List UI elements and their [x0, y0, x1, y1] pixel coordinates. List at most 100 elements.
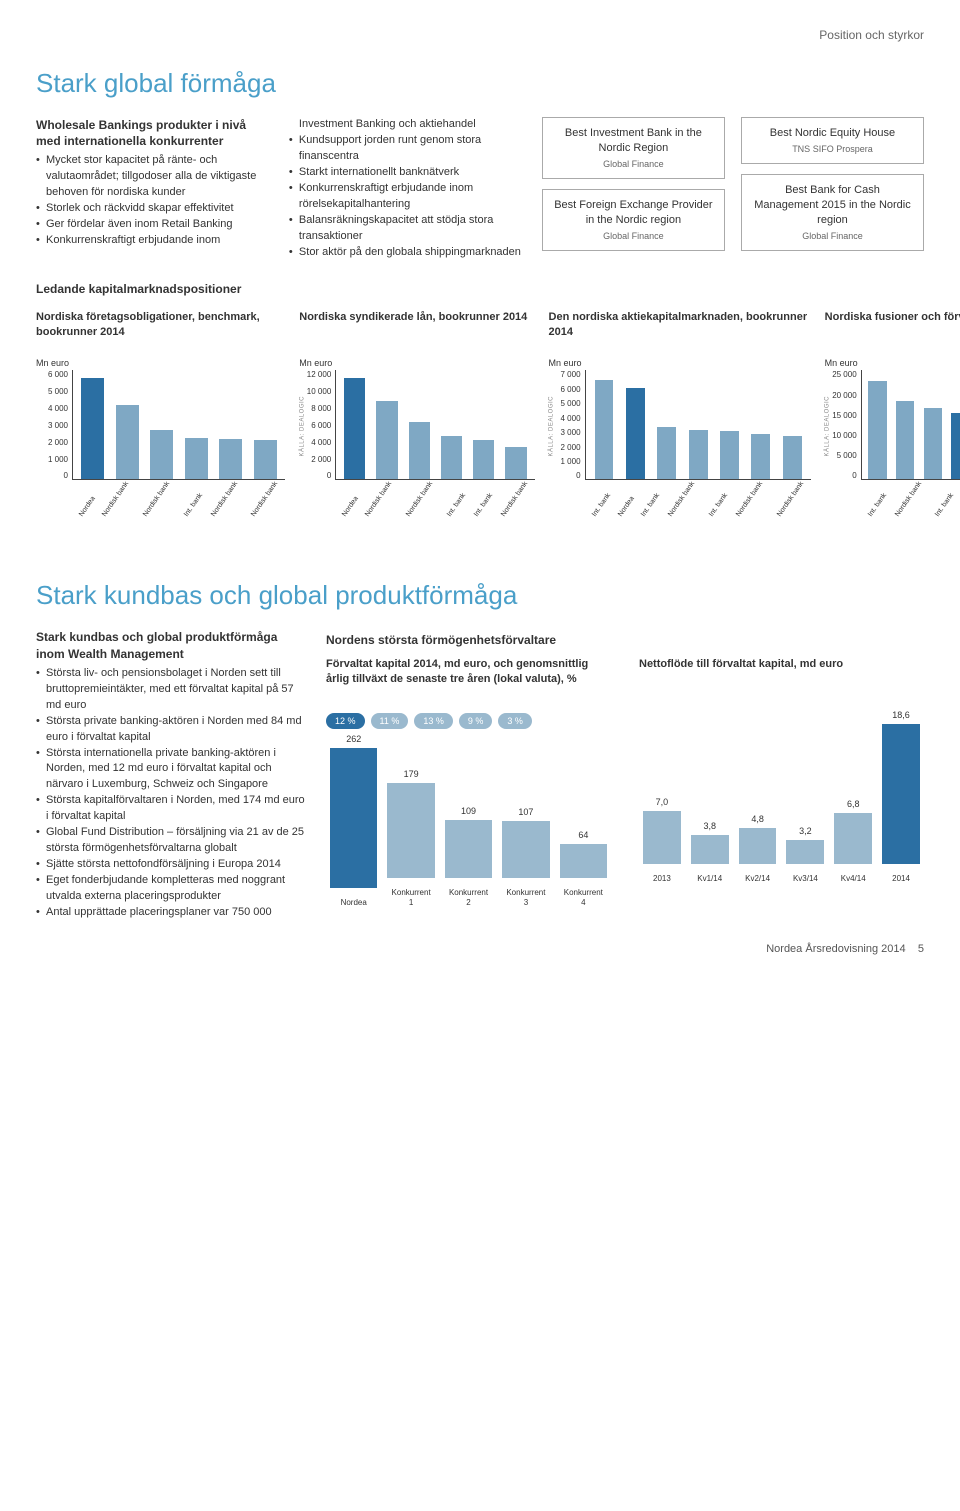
list-item: Eget fonderbjudande kompletteras med nog… [36, 873, 306, 905]
award-source: Global Finance [553, 230, 714, 242]
bar-wrap: 18,62014 [882, 710, 920, 884]
chart-col: Nordiska fusioner och förvärv, 2014 Mn e… [825, 310, 960, 550]
chart-title: Nordiska syndikerade lån, bookrunner 201… [299, 310, 534, 352]
section1-body: Wholesale Bankings produkter i nivå med … [36, 117, 924, 260]
bar-wrap: 6,8 Kv4/14 [834, 799, 872, 884]
lead-title: Ledande kapitalmarknadspositioner [36, 282, 924, 296]
bar-value: 7,0 [656, 797, 669, 807]
list-item: Största private banking-aktören i Norden… [36, 714, 306, 746]
chart-a: Förvaltat kapital 2014, md euro, och gen… [326, 657, 611, 907]
bar-wrap: 3,2 Kv3/14 [786, 826, 824, 884]
award-box: Best Foreign Exchange Provider in the No… [542, 189, 725, 251]
list-item: Sjätte största nettofondförsäljning i Eu… [36, 857, 306, 873]
bar [720, 431, 739, 479]
bar [595, 380, 614, 480]
growth-pill: 13 % [414, 713, 453, 729]
bar [691, 835, 729, 864]
award-title: Best Bank for Cash Management 2015 in th… [752, 183, 913, 228]
bar-wrap: 7,02013 [643, 797, 681, 883]
list-item: Starkt internationellt banknätverk [289, 165, 526, 181]
footer: Nordea Årsredovisning 2014 5 [36, 943, 924, 955]
list-item: Ger fördelar även inom Retail Banking [36, 217, 273, 233]
growth-pill: 12 % [326, 713, 365, 729]
bar [387, 783, 434, 879]
awards-col-right: Best Nordic Equity HouseTNS SIFO Prosper… [741, 117, 924, 260]
chart-unit: Mn euro [299, 358, 534, 368]
bar [896, 401, 914, 479]
growth-pill: 3 % [498, 713, 532, 729]
growth-pill: 11 % [371, 713, 409, 729]
award-title: Best Nordic Equity House [752, 126, 913, 141]
bar-value: 3,2 [799, 826, 812, 836]
list-item: Global Fund Distribution – försäljning v… [36, 825, 306, 857]
bar [882, 724, 920, 864]
chart-col: Nordiska företags­obligationer, benchmar… [36, 310, 285, 550]
left-list: Största liv- och pensionsbolaget i Norde… [36, 666, 306, 921]
award-title: Best Foreign Exchange Provider in the No… [553, 198, 714, 228]
chart-col: Nordiska syndikerade lån, bookrunner 201… [299, 310, 534, 550]
bar [783, 436, 802, 480]
bar [626, 388, 645, 480]
chart-b: Nettoflöde till förvaltat kapital, md eu… [639, 657, 924, 907]
breadcrumb: Position och styrkor [36, 28, 924, 42]
bar [786, 840, 824, 864]
bar [445, 820, 492, 878]
award-title: Best Investment Bank in the Nordic Regio… [553, 126, 714, 156]
bar [185, 438, 208, 480]
section2-left: Stark kundbas och global produktförmåga … [36, 629, 306, 920]
bar [473, 440, 494, 479]
bar [502, 821, 549, 878]
bar [951, 413, 960, 479]
bar-value: 64 [578, 830, 588, 840]
bar [924, 408, 942, 480]
bar [505, 447, 526, 480]
chart-title: Nordiska fusioner och förvärv, 2014 [825, 310, 960, 352]
left-head: Stark kundbas och global produktförmåga … [36, 629, 306, 661]
bar-value: 262 [346, 734, 361, 744]
col2-list: Kundsupport jorden runt genom stora fina… [289, 133, 526, 261]
bar [657, 427, 676, 480]
footer-text: Nordea Årsredovisning 2014 [766, 943, 905, 955]
chart-unit: Mn euro [825, 358, 960, 368]
x-label: Nordea [341, 898, 367, 908]
bar-value: 4,8 [751, 814, 764, 824]
list-item: Största kapitalförvaltaren i Norden, med… [36, 793, 306, 825]
award-source: Global Finance [553, 158, 714, 170]
bar [344, 378, 365, 480]
x-label: Kv3/14 [793, 874, 818, 884]
col2-head: Investment Banking och aktiehandel [289, 117, 526, 133]
section2-title: Stark kundbas och global produktförmåga [36, 580, 924, 611]
list-item: Största internationella private banking-… [36, 746, 306, 794]
bar-wrap: 4,8Kv2/14 [739, 814, 777, 884]
bar-value: 3,8 [703, 821, 716, 831]
bar [834, 813, 872, 864]
bar-value: 107 [518, 807, 533, 817]
bar [376, 401, 397, 479]
award-source: Global Finance [752, 230, 913, 242]
chart-a-title: Förvaltat kapital 2014, md euro, och gen… [326, 657, 611, 699]
bar [441, 436, 462, 480]
bar-value: 18,6 [892, 710, 910, 720]
bar [81, 378, 104, 480]
award-box: Best Bank for Cash Management 2015 in th… [741, 174, 924, 251]
bar-wrap: 107Konkurrent3 [502, 807, 549, 907]
section1-col1: Wholesale Bankings produkter i nivå med … [36, 117, 273, 260]
x-label: Kv4/14 [841, 874, 866, 884]
chart-b-plot: 7,02013 3,8Kv1/14 4,8Kv2/14 3,2 Kv3/14 6,8 Kv4… [639, 713, 924, 883]
bar [689, 430, 708, 480]
bar [150, 430, 173, 479]
list-item: Kundsupport jorden runt genom stora fina… [289, 133, 526, 165]
award-box: Best Nordic Equity HouseTNS SIFO Prosper… [741, 117, 924, 164]
chart-unit: Mn euro [549, 358, 811, 368]
section2-body: Stark kundbas och global produktförmåga … [36, 629, 924, 920]
chart-b-title: Nettoflöde till förvaltat kapital, md eu… [639, 657, 924, 699]
x-label: Konkurrent2 [449, 888, 488, 907]
bar-wrap: 262 Nordea [330, 734, 377, 908]
list-item: Konkurrenskraftigt erbjudande inom [36, 233, 273, 249]
bar-wrap: 109Konkurrent2 [445, 806, 492, 907]
awards-col-left: Best Investment Bank in the Nordic Regio… [542, 117, 725, 260]
award-box: Best Investment Bank in the Nordic Regio… [542, 117, 725, 179]
bar-wrap: 3,8Kv1/14 [691, 821, 729, 883]
list-item: Mycket stor kapacitet på ränte- och valu… [36, 153, 273, 201]
bar-value: 6,8 [847, 799, 860, 809]
